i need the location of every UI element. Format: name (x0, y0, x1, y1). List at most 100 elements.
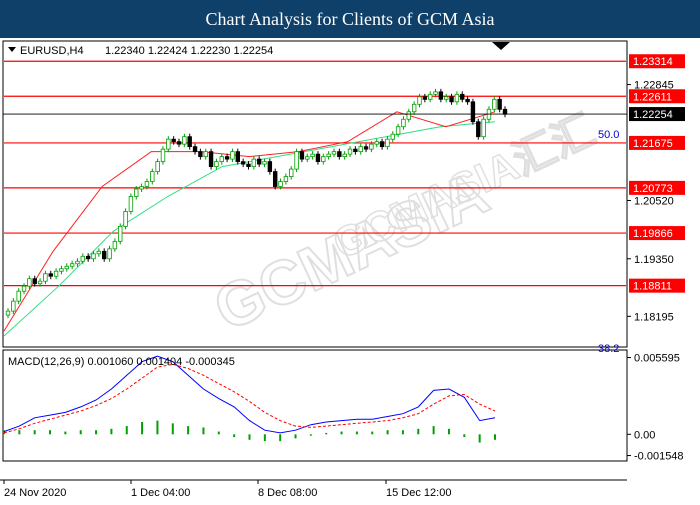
candle-body (27, 278, 32, 287)
candle-body (310, 153, 315, 158)
candle (53, 268, 59, 280)
level-tag-label: 1.18811 (633, 281, 672, 293)
price-axis: 1.22845 1.20520 1.19350 1.18195 1.22254 (627, 80, 685, 323)
candle (32, 275, 37, 287)
candle-body (492, 98, 497, 110)
candle (128, 193, 134, 215)
candle-body (203, 151, 208, 158)
candle-body (112, 240, 118, 250)
level-tag (629, 135, 685, 150)
candle (294, 148, 299, 173)
candle-body (315, 153, 321, 163)
candle (326, 151, 331, 160)
candle (16, 288, 21, 305)
candle (321, 153, 326, 165)
candle (278, 178, 283, 190)
candle (91, 250, 96, 262)
candle (267, 158, 273, 175)
candle-body (11, 300, 16, 312)
level-tag (629, 278, 685, 293)
candle-body (96, 250, 102, 255)
candle (192, 143, 198, 155)
candle-body (465, 98, 470, 103)
candle-body (438, 91, 444, 100)
candle (427, 91, 433, 103)
time-tick-label: 1 Dec 04:00 (131, 487, 190, 499)
candle (80, 253, 86, 265)
current-price-tag (629, 107, 685, 122)
candle-body (369, 143, 374, 150)
candle (251, 156, 257, 170)
candle (171, 136, 176, 145)
candle (315, 151, 321, 165)
candle-body (358, 146, 363, 153)
candle (374, 138, 379, 148)
candle (363, 143, 369, 153)
candle (150, 168, 155, 185)
candle-body (283, 176, 289, 182)
candle (406, 108, 412, 123)
ohlc-values: 1.22340 1.22424 1.22230 1.22254 (105, 45, 273, 57)
candle (166, 136, 171, 153)
candle (289, 166, 294, 180)
symbol-label: EURUSD,H4 (20, 45, 84, 57)
candle (497, 96, 502, 113)
candle (208, 148, 214, 170)
candle (101, 248, 107, 262)
candle (155, 158, 160, 175)
level-tag-label: 1.22611 (633, 91, 672, 103)
candle (283, 173, 289, 185)
candle (75, 258, 80, 267)
candle (305, 153, 310, 163)
candle-body (107, 248, 112, 260)
candle (347, 146, 353, 158)
candle (337, 148, 342, 160)
candle-body (470, 101, 476, 123)
candlesticks (5, 88, 508, 319)
candle-body (395, 126, 401, 135)
candle (433, 88, 438, 98)
candle (299, 148, 305, 163)
candle-body (374, 141, 379, 145)
candle-body (299, 151, 305, 160)
candle (470, 98, 476, 125)
candle-body (16, 290, 21, 302)
candle (107, 245, 112, 262)
macd-signal-line (3, 363, 496, 434)
symbol-dropdown-icon[interactable] (8, 47, 16, 52)
candle-body (246, 163, 251, 167)
candle-body (160, 148, 166, 163)
candle (342, 151, 347, 160)
candle (214, 158, 219, 170)
candle (358, 143, 363, 155)
candle-body (64, 265, 69, 270)
candle (43, 270, 48, 285)
candle-body (128, 196, 134, 212)
candle-body (353, 148, 358, 153)
candle-body (379, 141, 385, 148)
candle-body (454, 93, 460, 103)
candle-body (214, 161, 219, 167)
candle-body (155, 161, 160, 172)
candle (134, 186, 139, 200)
candle (11, 298, 16, 315)
chart-shift-marker[interactable] (492, 42, 510, 50)
candle (96, 248, 102, 257)
candle (449, 93, 454, 105)
candle-body (150, 171, 155, 182)
candle (59, 265, 64, 275)
time-tick-label: 24 Nov 2020 (4, 487, 66, 499)
time-tick-label: 15 Dec 12:00 (386, 487, 451, 499)
candle-body (321, 156, 326, 163)
price-tick-label: 1.22845 (634, 80, 674, 92)
candle-body (444, 96, 449, 100)
candle (48, 270, 53, 280)
candle-body (176, 141, 182, 145)
macd-pane-frame (2, 349, 628, 462)
candle-body (80, 255, 86, 262)
candle (411, 101, 417, 115)
candle-body (91, 253, 96, 260)
candle-body (59, 268, 64, 272)
candle (438, 88, 444, 103)
candle-body (144, 181, 150, 187)
